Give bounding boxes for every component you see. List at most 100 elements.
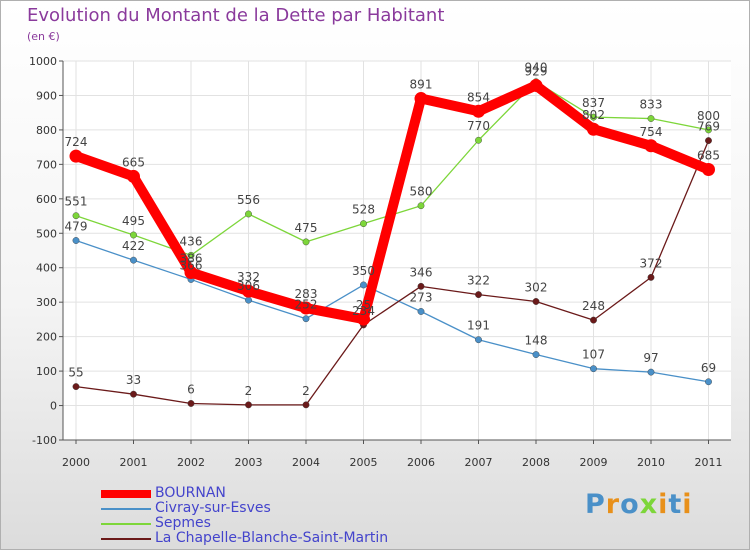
data-label: 107 — [582, 348, 605, 362]
data-label: 69 — [701, 361, 716, 375]
data-point — [417, 308, 425, 315]
data-label: 556 — [237, 193, 260, 207]
chart-title: Evolution du Montant de la Dette par Hab… — [27, 5, 445, 26]
data-label: 929 — [525, 64, 548, 78]
y-tick-label: 400 — [36, 262, 57, 275]
series-line-civray-sur-esves — [75, 239, 709, 383]
series-line-la-chapelle-blanche-saint-martin — [75, 140, 710, 406]
data-label: 422 — [122, 239, 145, 253]
y-tick-label: 1000 — [29, 55, 57, 68]
y-tick-label: 0 — [50, 400, 57, 413]
data-point — [475, 136, 482, 144]
data-point — [644, 139, 658, 153]
data-point — [302, 401, 310, 409]
data-point — [127, 169, 140, 183]
logo-letter: r — [605, 489, 621, 520]
logo-letter: P — [585, 489, 606, 520]
data-point — [245, 296, 252, 304]
data-point — [532, 351, 540, 358]
data-point — [705, 126, 712, 134]
data-point — [647, 115, 655, 122]
data-label: 332 — [237, 270, 260, 284]
y-tick-label: 800 — [36, 124, 57, 137]
data-point — [130, 231, 137, 239]
data-label: 940 — [525, 61, 548, 75]
data-point — [299, 301, 313, 315]
data-label: 800 — [697, 109, 720, 123]
data-point — [245, 401, 252, 409]
data-point — [130, 390, 137, 398]
data-label: 2 — [302, 384, 310, 398]
data-point — [472, 104, 485, 118]
data-label: 580 — [410, 185, 433, 199]
x-tick-label: 2006 — [407, 456, 435, 469]
data-point — [647, 368, 655, 376]
data-point — [417, 202, 425, 210]
logo-letter: i — [682, 489, 693, 520]
y-tick-label: 300 — [36, 296, 57, 309]
data-label: 479 — [65, 220, 88, 234]
y-tick-label: -100 — [32, 434, 57, 447]
legend-label: La Chapelle-Blanche-Saint-Martin — [155, 530, 389, 546]
data-point — [72, 237, 80, 244]
data-label: 528 — [352, 203, 375, 217]
x-tick-label: 2001 — [120, 456, 148, 469]
data-point — [360, 281, 367, 289]
data-point — [705, 137, 712, 144]
data-label: 436 — [180, 234, 203, 248]
data-label: 770 — [467, 119, 490, 133]
data-point — [187, 251, 195, 259]
data-label: 148 — [525, 334, 548, 348]
data-label: 55 — [68, 366, 83, 380]
y-tick-label: 500 — [36, 227, 57, 240]
data-label: 495 — [122, 214, 145, 228]
data-point — [587, 122, 600, 136]
x-tick-label: 2003 — [235, 456, 263, 469]
data-label: 234 — [352, 304, 375, 318]
chart-unit-label: (en €) — [27, 30, 60, 43]
legend-label: BOURNAN — [155, 485, 226, 501]
legend-swatch — [101, 523, 151, 525]
data-point — [647, 273, 655, 281]
legend-label: Sepmes — [155, 515, 211, 531]
y-tick-label: 700 — [36, 158, 57, 171]
x-tick-label: 2009 — [580, 456, 608, 469]
data-point — [702, 163, 715, 177]
legend-swatch — [101, 490, 151, 498]
data-label: 25 — [356, 298, 371, 312]
legend-label: Civray-sur-Esves — [155, 500, 271, 516]
data-point — [72, 383, 80, 390]
data-label: 6 — [187, 382, 195, 396]
x-tick-label: 2000 — [62, 456, 90, 469]
data-point — [532, 298, 540, 305]
y-tick-label: 100 — [36, 365, 57, 378]
data-point — [417, 282, 425, 290]
data-label: 769 — [697, 120, 720, 134]
data-point — [357, 312, 370, 326]
data-point — [302, 238, 310, 246]
data-label: 283 — [295, 287, 318, 301]
data-point — [69, 149, 83, 163]
y-tick-label: 600 — [36, 193, 57, 206]
data-label: 802 — [582, 108, 605, 122]
data-label: 551 — [65, 195, 88, 209]
logo-letter: o — [620, 489, 640, 520]
x-tick-label: 2002 — [177, 456, 205, 469]
data-label: 837 — [582, 96, 605, 110]
x-tick-label: 2004 — [292, 456, 320, 469]
data-label: 97 — [643, 351, 658, 365]
series-line-bournan — [74, 80, 711, 325]
data-point — [242, 284, 255, 298]
data-label: 386 — [180, 252, 203, 266]
data-label: 833 — [640, 98, 663, 112]
data-point — [414, 92, 428, 106]
data-label: 475 — [295, 221, 318, 235]
data-label: 273 — [410, 290, 433, 304]
data-label: 350 — [352, 264, 375, 278]
data-point — [184, 266, 198, 280]
data-point — [360, 220, 367, 228]
y-tick-label: 200 — [36, 331, 57, 344]
data-label: 366 — [180, 258, 203, 272]
data-point — [475, 291, 482, 299]
